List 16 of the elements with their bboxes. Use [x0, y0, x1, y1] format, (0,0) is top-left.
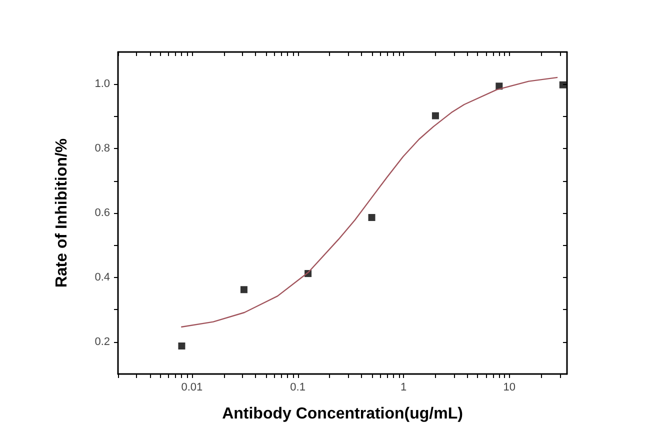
y-axis-title: Rate of Inhibition/% — [54, 138, 70, 288]
y-tick-label: 1.0 — [94, 78, 110, 90]
y-tick-label: 0.2 — [94, 336, 110, 348]
point — [240, 286, 248, 294]
x-tick-label: 1 — [400, 382, 407, 394]
x-tick-label: 0.01 — [181, 382, 203, 394]
x-tick-label: 10 — [503, 382, 516, 394]
y-tick-label: 0.6 — [94, 207, 110, 219]
x-axis-title: Antibody Concentration(ug/mL) — [222, 406, 463, 422]
point — [368, 214, 376, 222]
y-tick-label: 0.4 — [94, 271, 110, 284]
point — [432, 112, 439, 120]
x-tick-label: 0.1 — [290, 382, 306, 394]
point — [559, 81, 566, 88]
y-tick-label: 0.8 — [94, 142, 110, 155]
point — [178, 342, 186, 350]
